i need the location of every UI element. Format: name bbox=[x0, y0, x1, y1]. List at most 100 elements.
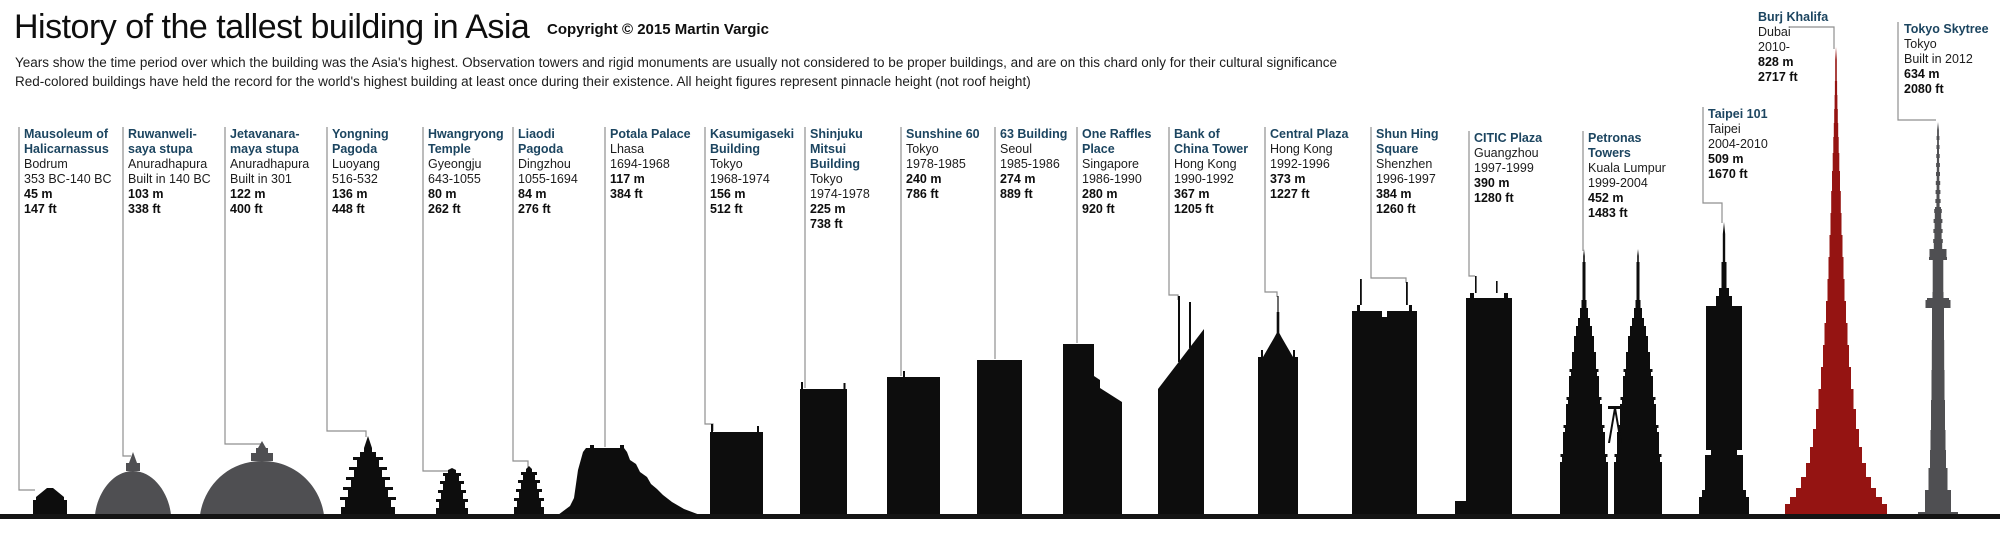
subtitle-line-2: Red-colored buildings have held the reco… bbox=[15, 74, 1031, 89]
building-years: 1974-1978 bbox=[810, 187, 870, 201]
building-silhouette-sunshine60 bbox=[903, 371, 905, 377]
leader-line-burj bbox=[1790, 26, 1835, 49]
building-city: Luoyang bbox=[332, 157, 380, 171]
building-name: Sunshine 60 bbox=[906, 127, 980, 141]
building-silhouette-citic bbox=[1496, 281, 1498, 293]
building-silhouette-ruwanweli bbox=[95, 471, 171, 515]
building-city: Lhasa bbox=[610, 142, 645, 156]
building-label-potala: Potala Palace Lhasa 1694-1968 117 m 384 … bbox=[610, 127, 704, 202]
building-label-taipei: Taipei 101 Taipei 2004-2010 509 m 1670 f… bbox=[1708, 107, 1802, 182]
building-silhouette-petronas bbox=[1614, 408, 1622, 443]
building-height-m: 80 m bbox=[428, 187, 457, 201]
building-height-ft: 2080 ft bbox=[1904, 82, 1944, 96]
building-years: 2004-2010 bbox=[1708, 137, 1768, 151]
building-city: Anuradhapura bbox=[230, 157, 310, 171]
building-silhouette-shinjuku bbox=[801, 382, 803, 389]
building-name: Bank of China Tower bbox=[1174, 127, 1249, 156]
building-label-skytree: Tokyo Skytree Tokyo Built in 2012 634 m … bbox=[1904, 22, 1998, 97]
leader-line-ruwanweli bbox=[122, 127, 131, 457]
building-height-ft: 1670 ft bbox=[1708, 167, 1748, 181]
leader-line-liaodi bbox=[512, 127, 529, 467]
building-label-burj: Burj Khalifa Dubai 2010- 828 m 2717 ft bbox=[1758, 10, 1852, 85]
building-years: 1055-1694 bbox=[518, 172, 578, 186]
building-label-mausoleum: Mausoleum of Halicarnassus Bodrum 353 BC… bbox=[24, 127, 118, 217]
building-name: Central Plaza bbox=[1270, 127, 1349, 141]
building-city: Gyeongju bbox=[428, 157, 482, 171]
building-city: Bodrum bbox=[24, 157, 68, 171]
building-city: Hong Kong bbox=[1174, 157, 1237, 171]
building-silhouette-sunshine60 bbox=[887, 377, 940, 515]
building-height-m: 117 m bbox=[610, 172, 645, 186]
building-silhouette-taipei bbox=[1699, 222, 1749, 515]
building-silhouette-b63 bbox=[977, 360, 1022, 515]
building-city: Singapore bbox=[1082, 157, 1139, 171]
building-silhouette-jetavanara bbox=[251, 453, 273, 461]
building-label-shunhing: Shun Hing Square Shenzhen 1996-1997 384 … bbox=[1376, 127, 1470, 217]
building-name: Mausoleum of Halicarnassus bbox=[24, 127, 109, 156]
building-years: 1985-1986 bbox=[1000, 157, 1060, 171]
building-name: Shinjuku Mitsui Building bbox=[810, 127, 863, 171]
building-name: Petronas Towers bbox=[1588, 131, 1642, 160]
ground-line bbox=[0, 514, 2000, 519]
building-height-ft: 1280 ft bbox=[1474, 191, 1514, 205]
building-height-ft: 147 ft bbox=[24, 202, 57, 216]
building-label-central: Central Plaza Hong Kong 1992-1996 373 m … bbox=[1270, 127, 1364, 202]
building-silhouette-boc bbox=[1189, 302, 1191, 348]
building-years: 516-532 bbox=[332, 172, 378, 186]
building-years: Built in 2012 bbox=[1904, 52, 1973, 66]
building-height-m: 156 m bbox=[710, 187, 746, 201]
building-silhouette-shunhing bbox=[1360, 279, 1362, 305]
building-height-ft: 276 ft bbox=[518, 202, 551, 216]
building-city: Hong Kong bbox=[1270, 142, 1333, 156]
building-silhouette-kasumigaseki bbox=[711, 424, 713, 432]
building-name: Burj Khalifa bbox=[1758, 10, 1829, 24]
leader-line-taipei bbox=[1702, 107, 1723, 223]
building-height-m: 390 m bbox=[1474, 176, 1510, 190]
building-height-ft: 262 ft bbox=[428, 202, 461, 216]
building-height-m: 84 m bbox=[518, 187, 547, 201]
building-silhouette-citic bbox=[1475, 276, 1477, 293]
building-silhouette-citic bbox=[1466, 293, 1512, 515]
building-label-liaodi: Liaodi Pagoda Dingzhou 1055-1694 84 m 27… bbox=[518, 127, 612, 217]
building-name: Tokyo Skytree bbox=[1904, 22, 1989, 36]
building-name: Liaodi Pagoda bbox=[518, 127, 564, 156]
building-height-m: 274 m bbox=[1000, 172, 1036, 186]
building-height-ft: 384 ft bbox=[610, 187, 643, 201]
leader-line-mausoleum bbox=[18, 127, 35, 491]
building-silhouette-petronas bbox=[1608, 406, 1622, 409]
building-silhouette-jetavanara bbox=[256, 448, 268, 453]
building-height-ft: 400 ft bbox=[230, 202, 263, 216]
building-years: 353 BC-140 BC bbox=[24, 172, 112, 186]
building-silhouette-ruwanweli bbox=[126, 463, 140, 471]
building-city: Guangzhou bbox=[1474, 146, 1539, 160]
building-silhouette-petronas bbox=[1614, 249, 1662, 515]
building-silhouette-petronas bbox=[1560, 249, 1608, 515]
building-height-m: 240 m bbox=[906, 172, 942, 186]
building-city: Taipei bbox=[1708, 122, 1741, 136]
building-label-ruwanweli: Ruwanweli- saya stupa Anuradhapura Built… bbox=[128, 127, 222, 217]
building-label-boc: Bank of China Tower Hong Kong 1990-1992 … bbox=[1174, 127, 1268, 217]
building-city: Tokyo bbox=[710, 157, 743, 171]
leader-line-citic bbox=[1468, 131, 1475, 277]
building-silhouette-yongning bbox=[340, 436, 396, 515]
building-silhouette-oneraffles bbox=[1063, 344, 1122, 515]
building-height-ft: 2717 ft bbox=[1758, 70, 1798, 84]
building-years: 1990-1992 bbox=[1174, 172, 1234, 186]
building-silhouette-petronas bbox=[1608, 408, 1616, 443]
building-height-m: 225 m bbox=[810, 202, 846, 216]
building-silhouette-shunhing bbox=[1352, 305, 1417, 515]
building-label-hwangryong: Hwangryong Temple Gyeongju 643-1055 80 m… bbox=[428, 127, 522, 217]
building-city: Anuradhapura bbox=[128, 157, 208, 171]
building-height-m: 280 m bbox=[1082, 187, 1118, 201]
building-height-m: 384 m bbox=[1376, 187, 1412, 201]
building-height-ft: 1483 ft bbox=[1588, 206, 1628, 220]
building-city: Dubai bbox=[1758, 25, 1791, 39]
building-height-m: 634 m bbox=[1904, 67, 1940, 81]
building-silhouette-boc bbox=[1178, 296, 1180, 362]
building-silhouette-kasumigaseki bbox=[757, 426, 759, 432]
building-years: 1694-1968 bbox=[610, 157, 670, 171]
building-name: Potala Palace bbox=[610, 127, 691, 141]
building-years: 1992-1996 bbox=[1270, 157, 1330, 171]
building-name: Shun Hing Square bbox=[1376, 127, 1439, 156]
